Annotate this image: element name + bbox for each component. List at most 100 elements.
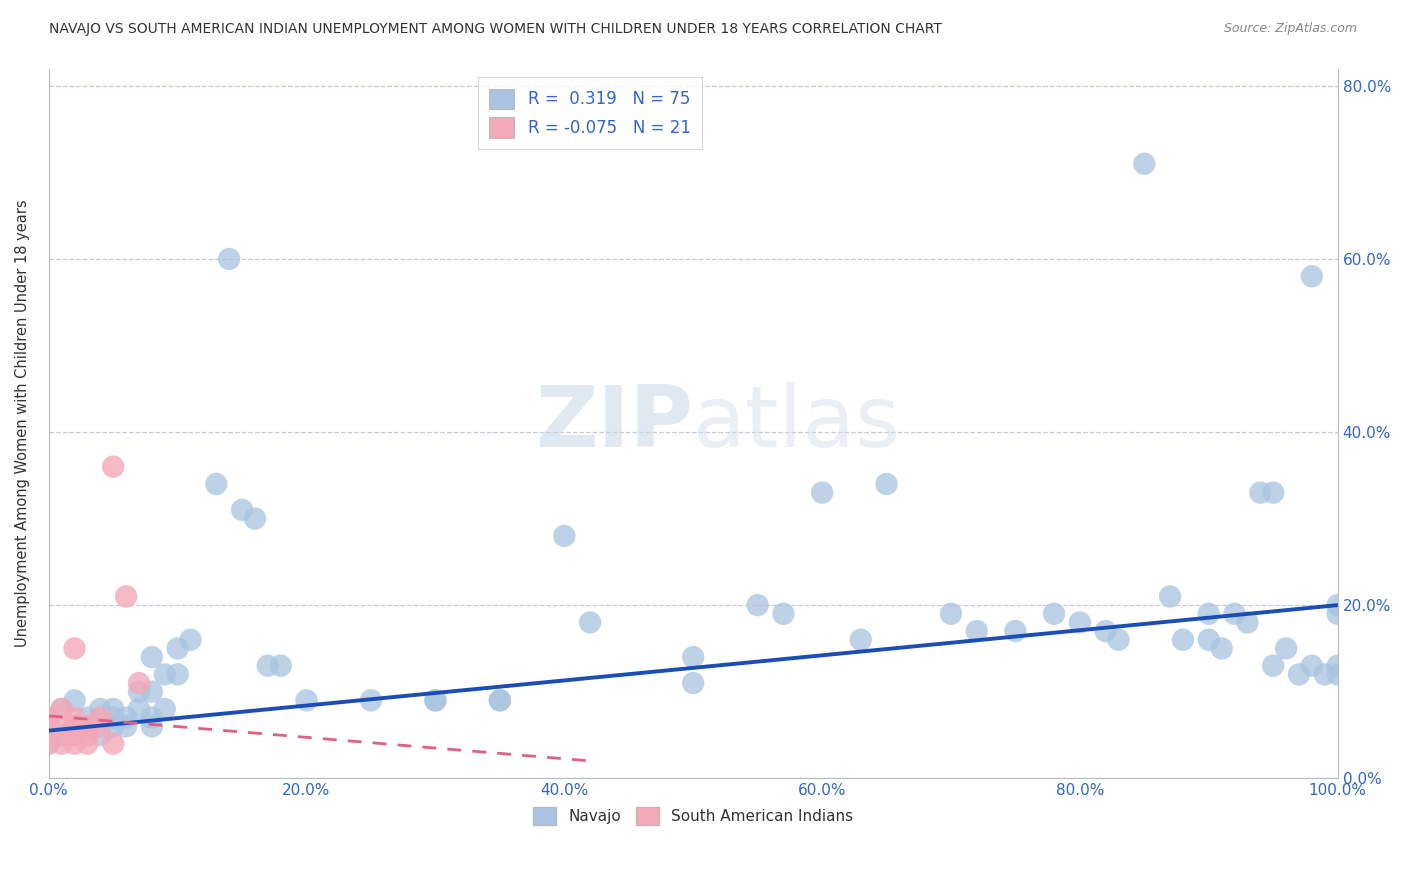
Point [128,684,150,698]
Point [682,650,704,665]
Text: Source: ZipAtlas.com: Source: ZipAtlas.com [1223,22,1357,36]
Point [257,658,280,673]
Point [89,719,111,733]
Point [63,641,86,656]
Point [1236,615,1258,630]
Point [1108,632,1130,647]
Point [141,711,163,725]
Point [1326,667,1348,681]
Point [153,667,176,681]
Point [1171,632,1194,647]
Point [63,693,86,707]
Point [1198,632,1220,647]
Point [180,632,202,647]
Point [141,719,163,733]
Point [38,737,60,751]
Point [141,650,163,665]
Point [89,711,111,725]
Point [1043,607,1066,621]
Point [141,684,163,698]
Point [1301,269,1323,284]
Point [747,598,769,612]
Point [38,719,60,733]
Point [966,624,988,638]
Point [1301,658,1323,673]
Point [682,676,704,690]
Point [1198,607,1220,621]
Legend: Navajo, South American Indians: Navajo, South American Indians [524,797,862,834]
Text: ZIP: ZIP [536,382,693,465]
Point [270,658,292,673]
Point [1211,641,1233,656]
Point [1223,607,1246,621]
Point [63,719,86,733]
Point [63,737,86,751]
Point [115,719,138,733]
Point [38,711,60,725]
Point [115,590,138,604]
Point [1263,658,1285,673]
Point [128,702,150,716]
Point [1326,598,1348,612]
Point [153,702,176,716]
Y-axis label: Unemployment Among Women with Children Under 18 years: Unemployment Among Women with Children U… [15,200,30,648]
Text: NAVAJO VS SOUTH AMERICAN INDIAN UNEMPLOYMENT AMONG WOMEN WITH CHILDREN UNDER 18 : NAVAJO VS SOUTH AMERICAN INDIAN UNEMPLOY… [49,22,942,37]
Point [115,711,138,725]
Point [76,728,98,742]
Point [295,693,318,707]
Point [205,477,228,491]
Point [38,728,60,742]
Point [103,711,125,725]
Point [103,459,125,474]
Point [166,641,188,656]
Point [1275,641,1298,656]
Text: atlas: atlas [693,382,901,465]
Point [489,693,512,707]
Point [1133,157,1156,171]
Point [51,719,73,733]
Point [51,728,73,742]
Point [1263,485,1285,500]
Point [63,728,86,742]
Point [89,728,111,742]
Point [63,719,86,733]
Point [166,667,188,681]
Point [38,711,60,725]
Point [1326,607,1348,621]
Point [360,693,382,707]
Point [51,702,73,716]
Point [1159,590,1181,604]
Point [425,693,447,707]
Point [849,632,872,647]
Point [1004,624,1026,638]
Point [1249,485,1271,500]
Point [243,511,266,525]
Point [76,737,98,751]
Point [103,719,125,733]
Point [231,503,253,517]
Point [76,711,98,725]
Point [1313,667,1336,681]
Point [89,702,111,716]
Point [939,607,962,621]
Point [1326,658,1348,673]
Point [103,702,125,716]
Point [772,607,794,621]
Point [218,252,240,266]
Point [51,702,73,716]
Point [1288,667,1310,681]
Point [128,676,150,690]
Point [76,719,98,733]
Point [553,529,575,543]
Point [425,693,447,707]
Point [103,737,125,751]
Point [63,728,86,742]
Point [76,719,98,733]
Point [489,693,512,707]
Point [51,737,73,751]
Point [1069,615,1091,630]
Point [811,485,834,500]
Point [1094,624,1116,638]
Point [38,737,60,751]
Point [63,711,86,725]
